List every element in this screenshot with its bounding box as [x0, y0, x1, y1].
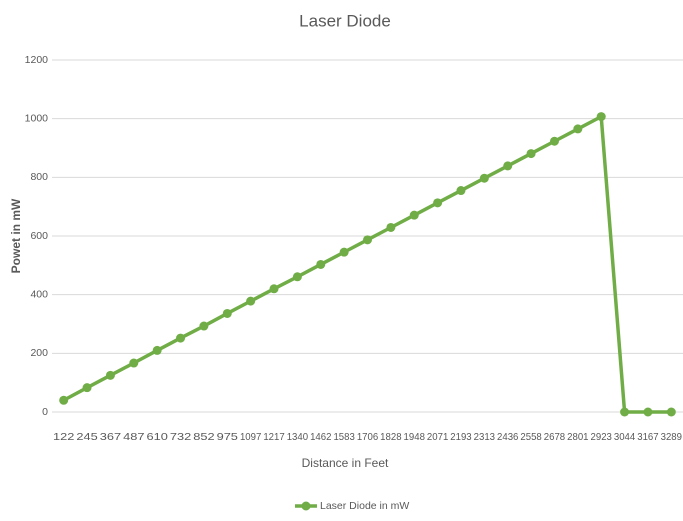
legend-label: Laser Diode in mW — [320, 500, 409, 512]
x-tick-label: 2558 — [520, 431, 542, 443]
x-tick-label: 2801 — [567, 431, 589, 443]
x-tick-label: 975 — [217, 431, 239, 443]
point — [456, 186, 466, 196]
x-tick-label: 2193 — [450, 431, 472, 443]
x-tick-label: 3044 — [614, 431, 636, 443]
x-axis-label: Distance in Feet — [302, 456, 389, 470]
point — [643, 407, 653, 417]
point — [105, 370, 115, 380]
x-tick-label: 2923 — [591, 431, 613, 443]
point — [316, 259, 326, 269]
point — [526, 149, 536, 159]
y-tick-label: 400 — [30, 288, 48, 300]
x-tick-label: 1706 — [357, 431, 379, 443]
x-tick-label: 610 — [146, 431, 168, 443]
y-tick-label: 200 — [30, 347, 48, 359]
point — [222, 308, 232, 318]
point — [82, 383, 92, 393]
y-tick-label: 0 — [42, 406, 48, 418]
point — [479, 173, 489, 183]
x-tick-label: 3289 — [661, 431, 683, 443]
point — [433, 198, 443, 208]
point — [386, 222, 396, 232]
x-tick-label: 1340 — [287, 431, 309, 443]
x-tick-label: 2436 — [497, 431, 519, 443]
point — [292, 272, 302, 282]
chart-title: Laser Diode — [299, 11, 391, 30]
point — [339, 247, 349, 257]
x-tick-label: 2678 — [544, 431, 566, 443]
x-tick-label: 245 — [76, 431, 98, 443]
y-tick-label: 800 — [30, 171, 48, 183]
legend-marker — [301, 501, 311, 511]
y-tick-label: 600 — [30, 230, 48, 242]
point — [620, 407, 630, 417]
x-tick-label: 2313 — [474, 431, 496, 443]
y-axis-label: Powet in mW — [9, 198, 23, 273]
point — [596, 112, 606, 122]
x-tick-label: 367 — [100, 431, 122, 443]
x-tick-label: 2071 — [427, 431, 449, 443]
x-tick-label: 1583 — [333, 431, 355, 443]
x-tick-label: 1462 — [310, 431, 332, 443]
point — [269, 284, 279, 294]
x-tick-label: 3167 — [637, 431, 659, 443]
point — [573, 124, 583, 134]
x-tick-label: 1948 — [404, 431, 426, 443]
point — [59, 395, 69, 405]
x-tick-label: 732 — [170, 431, 192, 443]
point — [129, 358, 139, 368]
point — [152, 345, 162, 355]
x-tick-label: 122 — [53, 431, 75, 443]
point — [409, 210, 419, 220]
point — [363, 235, 372, 245]
y-tick-label: 1200 — [25, 54, 49, 66]
point — [549, 136, 559, 146]
point — [246, 296, 256, 306]
point — [199, 321, 209, 331]
x-tick-label: 1828 — [380, 431, 402, 443]
x-tick-label: 1097 — [240, 431, 262, 443]
x-tick-label: 487 — [123, 431, 145, 443]
point — [176, 333, 186, 343]
point — [503, 161, 513, 171]
series-line — [62, 114, 672, 414]
y-tick-label: 1000 — [25, 112, 49, 124]
point — [666, 407, 676, 417]
x-tick-label: 852 — [193, 431, 215, 443]
x-tick-label: 1217 — [263, 431, 285, 443]
